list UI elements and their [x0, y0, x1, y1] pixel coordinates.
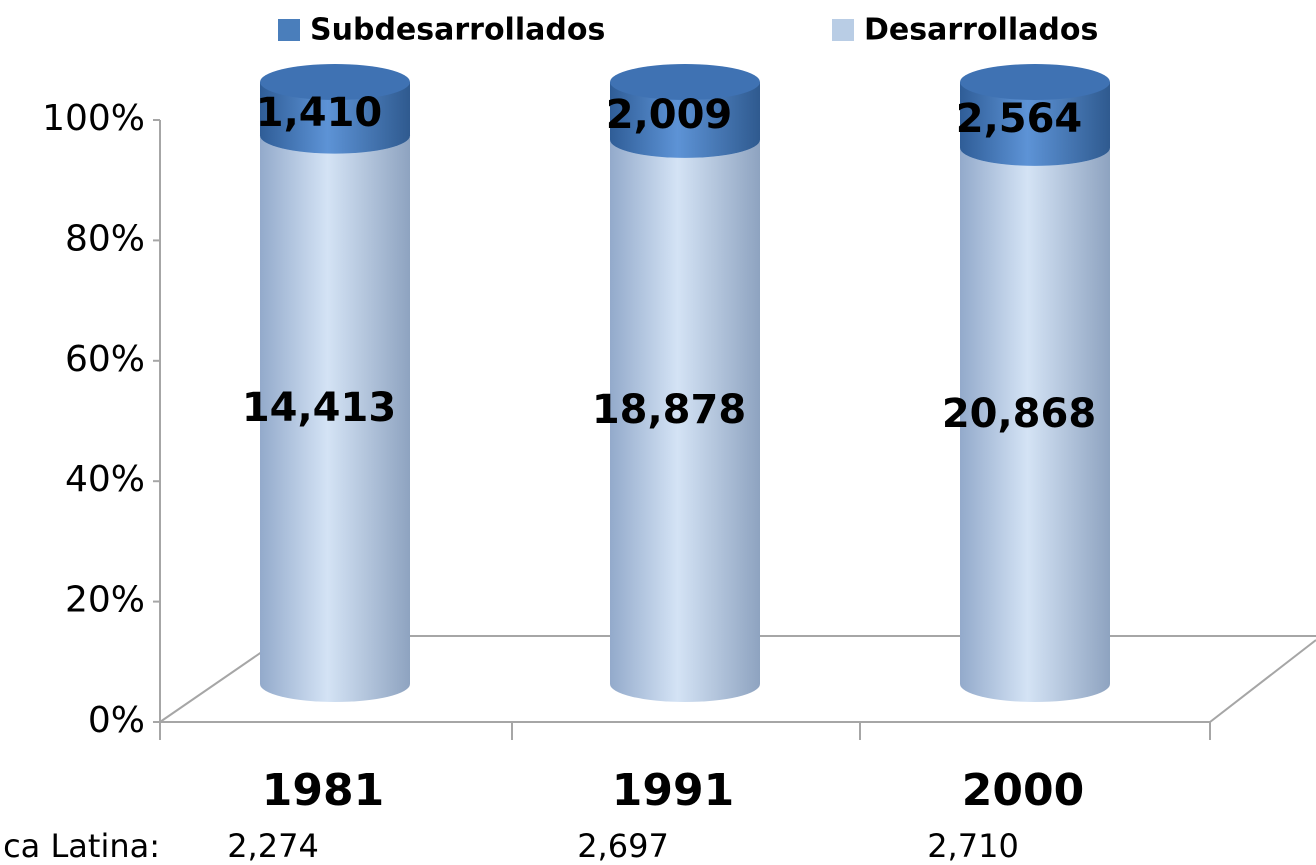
y-tick-label: 80%: [65, 218, 145, 259]
footer-value: 2,710: [927, 827, 1019, 865]
y-tick-label: 40%: [65, 459, 145, 500]
footer-value: 2,274: [227, 827, 319, 865]
y-tick-label: 20%: [65, 580, 145, 621]
footer-label: ca Latina:: [3, 827, 160, 865]
y-tick-label: 100%: [42, 98, 145, 139]
cylinder-segment: [960, 147, 1110, 684]
cylinder-segment: [610, 139, 760, 685]
value-label: 18,878: [592, 387, 746, 433]
value-label: 1,410: [256, 90, 383, 136]
value-label: 2,009: [606, 92, 733, 138]
value-label: 20,868: [942, 391, 1096, 437]
footer-value: 2,697: [577, 827, 669, 865]
cylinder-top: [260, 64, 410, 100]
x-tick-label: 2000: [962, 765, 1084, 816]
value-label: 14,413: [242, 385, 396, 431]
y-tick-label: 0%: [88, 700, 145, 741]
cylinder-top: [960, 64, 1110, 100]
legend-label: Desarrollados: [864, 13, 1098, 48]
legend-label: Subdesarrollados: [310, 13, 605, 48]
cylinder-segment: [260, 135, 410, 684]
y-tick-label: 60%: [65, 339, 145, 380]
cylinder-top: [610, 64, 760, 100]
legend-swatch: [278, 19, 300, 41]
x-tick-label: 1981: [262, 765, 384, 816]
value-label: 2,564: [956, 96, 1083, 142]
x-tick-label: 1991: [612, 765, 734, 816]
legend-swatch: [832, 19, 854, 41]
